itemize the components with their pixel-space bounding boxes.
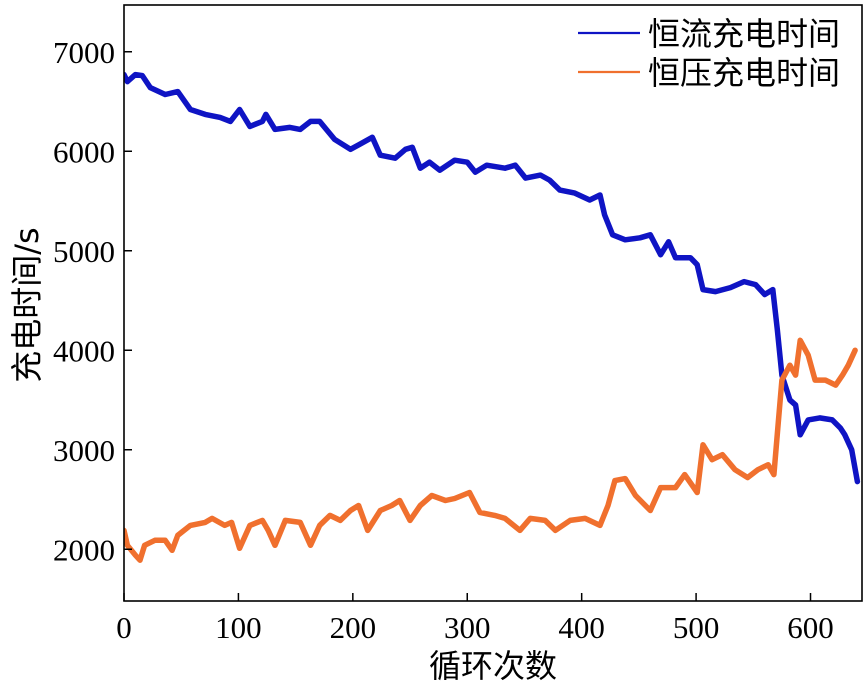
legend-label: 恒流充电时间 bbox=[648, 15, 840, 53]
y-tick-label: 7000 bbox=[53, 35, 115, 70]
series-line-1 bbox=[124, 71, 861, 485]
y-tick-label: 6000 bbox=[53, 134, 115, 169]
x-tick-label: 400 bbox=[558, 610, 605, 645]
x-tick-label: 600 bbox=[787, 610, 834, 645]
series-line-2 bbox=[124, 337, 858, 563]
y-axis-label: 充电时间/s bbox=[8, 227, 46, 382]
legend-item: 恒流充电时间 bbox=[578, 15, 840, 53]
y-tick-label: 2000 bbox=[53, 532, 115, 567]
legend: 恒流充电时间 恒压充电时间 bbox=[578, 15, 840, 92]
y-tick-label: 3000 bbox=[53, 433, 115, 468]
y-tick-label: 5000 bbox=[53, 234, 115, 269]
x-tick-label: 500 bbox=[673, 610, 720, 645]
x-axis-label: 循环次数 bbox=[429, 647, 557, 684]
legend-label: 恒压充电时间 bbox=[648, 54, 840, 92]
x-tick-label: 100 bbox=[215, 610, 262, 645]
plot-frame bbox=[123, 4, 863, 602]
x-tick-label: 0 bbox=[116, 610, 132, 645]
x-axis: 0 100 200 300 400 500 600 bbox=[116, 593, 834, 645]
y-axis: 2000 3000 4000 5000 6000 7000 bbox=[53, 35, 132, 567]
x-tick-label: 300 bbox=[444, 610, 491, 645]
y-tick-label: 4000 bbox=[53, 333, 115, 368]
x-tick-label: 200 bbox=[330, 610, 377, 645]
series-layer bbox=[124, 71, 861, 563]
legend-item: 恒压充电时间 bbox=[578, 54, 840, 92]
